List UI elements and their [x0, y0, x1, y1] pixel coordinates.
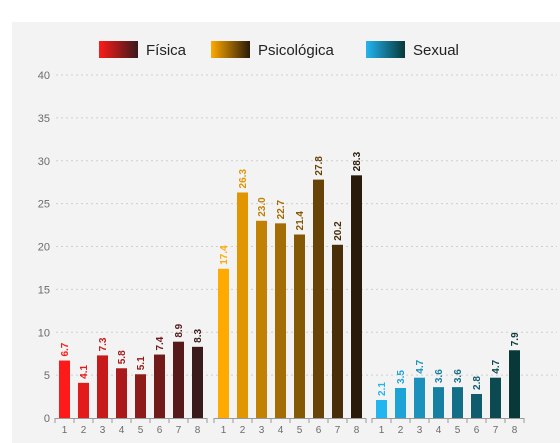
data-label: 3.5: [396, 370, 407, 384]
bar-1-4: [116, 368, 127, 418]
y-axis: 0 5 10 15 20 25 30 35 40: [38, 70, 50, 425]
grid: [56, 74, 557, 376]
bar-1-8: [192, 346, 203, 418]
bar-2-4: [275, 223, 286, 418]
y-tick-label: 40: [38, 70, 50, 82]
y-tick-label: 20: [38, 242, 50, 254]
y-tick-label: 5: [44, 370, 50, 382]
bar-3-3: [414, 377, 425, 418]
x-tick-label: 4: [436, 425, 442, 436]
x-tick-label: 1: [379, 425, 385, 436]
data-label: 8.9: [174, 323, 185, 337]
data-label: 23.0: [257, 197, 268, 217]
x-tick-label: 3: [259, 425, 265, 436]
data-label: 8.3: [193, 328, 204, 342]
bars: 6.7 4.1 7.3 5.8 5.1 7.4 8.9 8.3 17.4 26.3 23.0 22.7…: [59, 151, 521, 418]
data-label: 4.1: [79, 365, 90, 379]
x-axis: 1 2 3 4 5 6 7 8 1 2 3 4 5 6 7 8 1 2 3 4 5 6 7 8: [54, 418, 525, 436]
data-label: 7.3: [98, 337, 109, 351]
x-tick-label: 2: [398, 425, 404, 436]
x-tick-label: 8: [354, 425, 360, 436]
data-label: 7.4: [155, 336, 166, 350]
x-tick-label: 4: [278, 425, 284, 436]
x-tick-label: 2: [240, 425, 246, 436]
bar-1-7: [173, 341, 184, 418]
legend-swatch-3: [366, 41, 405, 58]
bar-2-8: [351, 175, 362, 418]
x-tick-label: 5: [455, 425, 461, 436]
x-tick-label: 5: [297, 425, 303, 436]
y-tick-label: 35: [38, 113, 50, 125]
bar-3-4: [433, 387, 444, 418]
data-label: 28.3: [352, 151, 363, 171]
data-label: 27.8: [314, 156, 325, 176]
bar-2-7: [332, 244, 343, 418]
bar-2-3: [256, 220, 267, 418]
legend-label-2: Psicológica: [258, 42, 335, 59]
x-tick-label: 6: [474, 425, 480, 436]
bar-1-3: [97, 355, 108, 418]
bar-2-1: [218, 268, 229, 418]
chart-card: Física Psicológica Sexual 0 5 10 15 20 25 30 35 40…: [12, 22, 560, 443]
x-tick-label: 8: [195, 425, 201, 436]
legend-swatch-2: [211, 41, 250, 58]
data-label: 2.8: [472, 376, 483, 390]
bar-3-2: [395, 387, 406, 418]
x-tick-label: 7: [176, 425, 182, 436]
data-label: 5.8: [117, 350, 128, 364]
y-tick-label: 0: [44, 413, 50, 425]
data-label: 20.2: [333, 221, 344, 241]
bar-2-5: [294, 234, 305, 418]
data-label: 3.6: [434, 369, 445, 383]
data-label: 26.3: [238, 169, 249, 189]
x-tick-label: 7: [335, 425, 341, 436]
x-tick-label: 2: [81, 425, 87, 436]
bar-1-1: [59, 360, 70, 418]
x-tick-label: 5: [138, 425, 144, 436]
bar-2-2: [237, 192, 248, 418]
x-tick-label: 3: [417, 425, 423, 436]
data-label: 3.6: [453, 369, 464, 383]
data-label: 17.4: [219, 245, 230, 265]
data-label: 2.1: [377, 382, 388, 396]
bar-chart: Física Psicológica Sexual 0510152025303540…: [38, 41, 557, 436]
x-tick-label: 6: [316, 425, 322, 436]
bar-3-8: [509, 350, 520, 418]
x-tick-label: 4: [119, 425, 125, 436]
y-tick-label: 15: [38, 284, 50, 296]
data-label: 4.7: [415, 359, 426, 373]
x-tick-label: 3: [100, 425, 106, 436]
x-tick-label: 1: [62, 425, 68, 436]
data-label: 22.7: [276, 199, 287, 219]
data-label: 4.7: [491, 359, 502, 373]
bar-1-2: [78, 382, 89, 418]
data-label: 21.4: [295, 211, 306, 231]
x-tick-label: 7: [493, 425, 499, 436]
data-label: 7.9: [510, 332, 521, 346]
bar-3-7: [490, 377, 501, 418]
bar-1-6: [154, 354, 165, 418]
x-tick-label: 6: [157, 425, 163, 436]
x-tick-label: 8: [512, 425, 518, 436]
bar-3-6: [471, 393, 482, 418]
bar-2-6: [313, 179, 324, 418]
x-tick-label: 1: [221, 425, 227, 436]
y-tick-label: 25: [38, 199, 50, 211]
bar-3-1: [376, 399, 387, 418]
legend: Física Psicológica Sexual: [99, 41, 459, 59]
y-tick-label: 30: [38, 156, 50, 168]
legend-label-1: Física: [146, 42, 187, 59]
legend-swatch-1: [99, 41, 138, 58]
bar-1-5: [135, 374, 146, 418]
legend-label-3: Sexual: [413, 42, 459, 59]
data-label: 5.1: [136, 356, 147, 370]
y-tick-label: 10: [38, 327, 50, 339]
data-label: 6.7: [60, 342, 71, 356]
bar-3-5: [452, 387, 463, 418]
